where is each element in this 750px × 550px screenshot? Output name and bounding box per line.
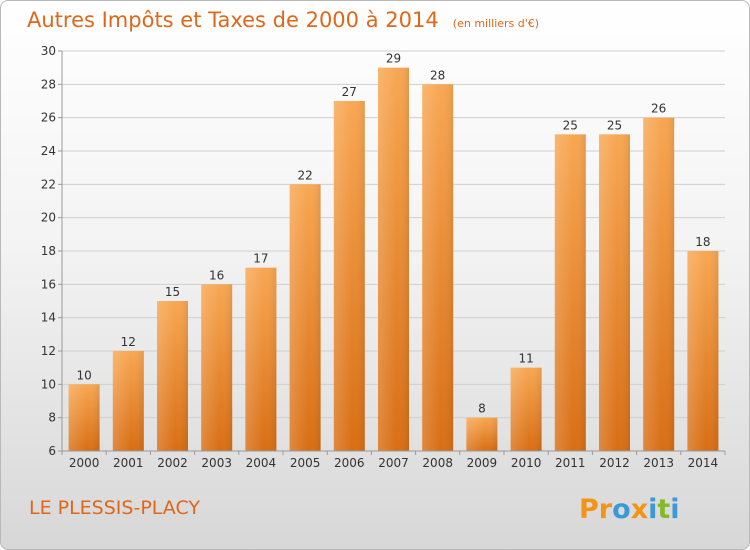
proxiti-logo-letters: Proxiti <box>579 494 680 525</box>
bar-shade <box>422 84 454 451</box>
x-tick-label: 2000 <box>69 456 100 470</box>
data-labels: 10 12 15 16 17 22 27 29 28 8 11 25 25 26 18 <box>76 52 710 416</box>
logo-letter: o <box>612 494 631 525</box>
x-tick-label: 2006 <box>334 456 365 470</box>
data-label: 25 <box>563 118 578 132</box>
bar-shade <box>333 101 365 451</box>
logo-letter: x <box>631 494 648 525</box>
data-label: 11 <box>518 352 533 366</box>
proxiti-logo: Proxiti <box>579 494 680 525</box>
bar-shade <box>289 184 321 452</box>
x-tick-label: 2003 <box>201 456 232 470</box>
bar-shade <box>157 301 188 451</box>
logo-letter: i <box>648 494 657 525</box>
data-label: 12 <box>121 335 136 349</box>
bar-shade <box>599 134 630 452</box>
x-tick-label: 2009 <box>467 456 498 470</box>
chart-unit-text: (en milliers d'€) <box>453 17 539 30</box>
x-tick-label: 2011 <box>555 456 586 470</box>
y-tick-label: 26 <box>41 111 56 125</box>
bar-shade <box>201 284 233 451</box>
data-label: 22 <box>297 168 312 182</box>
bar-shade <box>466 417 498 451</box>
data-label: 26 <box>651 102 666 116</box>
data-label: 27 <box>342 85 357 99</box>
bar-shade <box>112 351 144 451</box>
y-tick-label: 20 <box>41 211 56 225</box>
y-tick-label: 24 <box>41 144 56 158</box>
y-tick-label: 14 <box>41 311 56 325</box>
x-tick-label: 2002 <box>157 456 188 470</box>
data-label: 25 <box>607 118 622 132</box>
data-label: 29 <box>386 52 401 66</box>
x-tick-label: 2007 <box>378 456 409 470</box>
x-tick-label: 2004 <box>246 456 277 470</box>
bar-shade <box>510 367 542 451</box>
y-tick-label: 18 <box>41 244 56 258</box>
chart-title: Autres Impôts et Taxes de 2000 à 2014 (e… <box>27 8 539 32</box>
x-tick-label: 2008 <box>422 456 453 470</box>
x-tick-label: 2010 <box>511 456 542 470</box>
y-tick-label: 28 <box>41 77 56 91</box>
y-tick-label: 30 <box>41 44 56 58</box>
x-tick-label: 2014 <box>688 456 719 470</box>
y-axis-ticks: 6 8 10 12 14 16 18 20 22 24 26 28 30 <box>41 44 62 458</box>
data-label: 8 <box>478 402 486 416</box>
y-tick-label: 12 <box>41 344 56 358</box>
x-tick-label: 2013 <box>643 456 674 470</box>
bar-shade <box>245 267 277 451</box>
y-tick-label: 10 <box>41 377 56 391</box>
logo-letter: i <box>670 494 679 525</box>
data-label: 10 <box>76 368 91 382</box>
x-tick-label: 2012 <box>599 456 630 470</box>
logo-letter: t <box>657 494 670 525</box>
data-label: 16 <box>209 268 224 282</box>
data-label: 17 <box>253 252 268 266</box>
logo-letter: r <box>599 494 613 525</box>
x-tick-label: 2001 <box>113 456 144 470</box>
logo-letter: P <box>579 494 599 525</box>
data-label: 28 <box>430 68 445 82</box>
bar-shade <box>687 251 719 451</box>
bar-shade <box>378 67 409 452</box>
y-tick-label: 22 <box>41 177 56 191</box>
bars <box>68 67 719 452</box>
y-tick-label: 16 <box>41 277 56 291</box>
bar-shade <box>68 384 100 451</box>
bar-shade <box>643 117 675 452</box>
chart-title-text: Autres Impôts et Taxes de 2000 à 2014 <box>27 8 439 32</box>
y-tick-label: 6 <box>48 444 56 458</box>
x-axis-ticks: 2000 2001 2002 2003 2004 2005 2006 2007 2008 2009… <box>61 451 726 470</box>
data-label: 18 <box>695 235 710 249</box>
x-tick-label: 2005 <box>290 456 321 470</box>
bar-shade <box>554 134 586 452</box>
commune-name: LE PLESSIS-PLACY <box>29 497 200 519</box>
y-tick-label: 8 <box>48 411 56 425</box>
data-label: 15 <box>165 285 180 299</box>
